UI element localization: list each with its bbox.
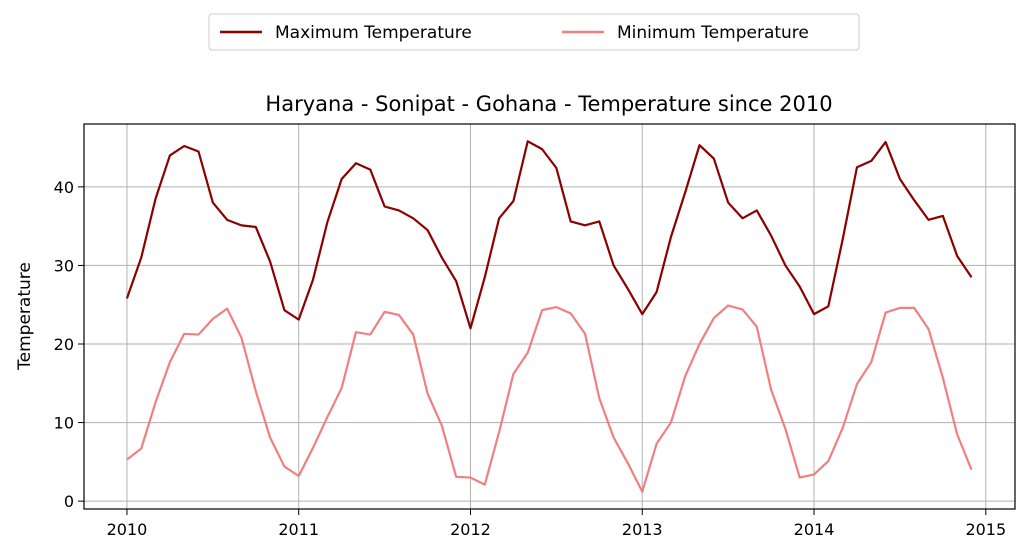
tick-labels: 2010 2011 2012 2013 2014 2015 0 10 20 30 40 — [54, 178, 1007, 539]
chart-title: Haryana - Sonipat - Gohana - Temperature… — [265, 92, 832, 116]
y-tick-label: 0 — [64, 492, 74, 511]
y-tick-label: 10 — [54, 414, 74, 433]
x-tick-label: 2012 — [450, 520, 491, 539]
legend-label-minimum-temperature: Minimum Temperature — [617, 23, 809, 43]
x-tick-label: 2011 — [278, 520, 319, 539]
x-tick-label: 2015 — [965, 520, 1006, 539]
x-tick-label: 2010 — [107, 520, 148, 539]
axes — [78, 123, 1016, 515]
y-axis-label: Temperature — [15, 262, 35, 371]
y-tick-label: 30 — [54, 256, 74, 275]
y-tick-label: 40 — [54, 178, 74, 197]
series-layer — [125, 140, 973, 493]
plot-frame — [83, 123, 1016, 510]
legend-label-maximum-temperature: Maximum Temperature — [275, 23, 472, 43]
series-line-minimum-temperature — [126, 304, 973, 493]
grid-lines — [84, 124, 1015, 509]
legend-box — [208, 13, 860, 51]
y-tick-label: 20 — [54, 335, 74, 354]
series-line-maximum-temperature — [125, 140, 973, 330]
legend: Maximum Temperature Minimum Temperature — [208, 13, 860, 51]
x-tick-label: 2014 — [794, 520, 835, 539]
x-tick-label: 2013 — [622, 520, 663, 539]
